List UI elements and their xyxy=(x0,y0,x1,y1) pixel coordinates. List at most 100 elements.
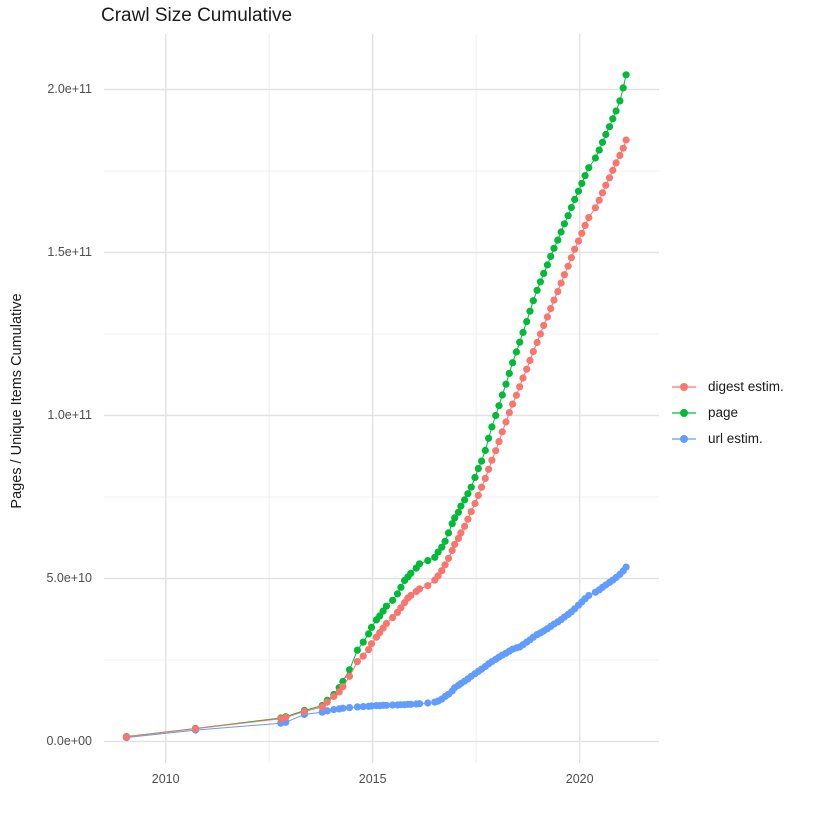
y-tick-label: 1.5e+11 xyxy=(47,244,92,259)
x-tick-label: 2015 xyxy=(358,772,387,786)
legend-item: digest estim. xyxy=(671,378,784,395)
data-point xyxy=(591,154,600,162)
legend-key-point xyxy=(680,434,688,443)
data-point xyxy=(540,321,548,330)
data-point xyxy=(359,703,367,711)
data-point xyxy=(448,546,456,555)
data-point xyxy=(609,166,617,174)
data-point xyxy=(353,646,361,654)
data-point xyxy=(407,591,415,600)
data-point xyxy=(397,604,405,612)
data-point xyxy=(581,172,589,180)
data-point xyxy=(461,496,469,504)
data-point xyxy=(533,286,541,294)
data-point xyxy=(461,522,469,530)
legend-key-icon xyxy=(672,408,696,417)
data-point xyxy=(616,97,624,105)
data-point xyxy=(612,159,620,167)
data-point xyxy=(393,590,402,598)
data-point xyxy=(550,296,558,304)
legend-label: digest estim. xyxy=(708,379,784,394)
series-line xyxy=(126,139,627,738)
legend-label: url estim. xyxy=(708,431,763,446)
data-point xyxy=(474,491,482,499)
legend-key-icon xyxy=(672,434,696,443)
y-axis-title: Pages / Unique Items Cumulative xyxy=(9,293,25,509)
data-point xyxy=(424,557,432,565)
data-point xyxy=(471,473,479,481)
data-point xyxy=(457,529,465,537)
data-point xyxy=(557,228,565,236)
legend-label: page xyxy=(708,405,739,420)
data-point xyxy=(481,446,489,454)
data-point xyxy=(567,203,576,212)
data-point xyxy=(481,474,489,482)
data-point xyxy=(602,130,610,139)
data-point xyxy=(595,146,603,154)
data-point xyxy=(609,115,617,123)
data-point xyxy=(578,179,586,187)
data-point xyxy=(389,614,397,622)
data-point xyxy=(367,623,376,632)
data-point xyxy=(467,508,475,516)
data-point xyxy=(353,703,361,711)
data-point xyxy=(438,543,446,551)
data-point xyxy=(441,537,449,545)
data-point xyxy=(345,672,354,680)
data-point xyxy=(567,254,576,262)
data-point xyxy=(492,411,500,420)
data-point xyxy=(502,418,510,426)
data-point xyxy=(585,591,593,600)
data-point xyxy=(619,144,627,152)
data-point xyxy=(585,214,593,222)
data-point xyxy=(622,136,630,144)
data-point xyxy=(557,279,565,287)
data-point xyxy=(434,548,442,556)
data-point xyxy=(540,269,548,277)
data-point xyxy=(598,138,607,146)
data-point xyxy=(359,652,367,660)
data-point xyxy=(345,704,354,712)
data-point xyxy=(488,456,496,464)
data-point xyxy=(554,236,562,244)
data-point xyxy=(478,483,486,491)
data-point xyxy=(502,380,510,388)
data-point xyxy=(485,465,493,473)
data-point xyxy=(389,596,397,604)
data-point xyxy=(508,400,517,408)
data-point xyxy=(523,365,531,373)
data-point xyxy=(330,706,338,714)
data-point xyxy=(547,252,555,260)
data-point xyxy=(595,196,603,204)
data-point xyxy=(508,359,517,367)
data-point xyxy=(488,423,496,431)
x-tick-label: 2010 xyxy=(151,772,180,786)
data-point xyxy=(564,262,572,270)
data-point xyxy=(335,688,343,696)
data-point xyxy=(602,181,610,189)
data-point xyxy=(598,189,607,197)
data-point xyxy=(605,174,614,182)
data-point xyxy=(547,305,555,313)
data-point xyxy=(323,707,331,715)
legend: digest estim. page url estim. xyxy=(671,378,784,447)
data-point xyxy=(451,514,459,522)
data-point xyxy=(282,713,290,722)
data-point xyxy=(454,508,462,516)
y-tick-label: 5.0e+10 xyxy=(46,570,92,585)
legend-key-point xyxy=(680,382,688,391)
data-point xyxy=(516,338,524,346)
data-point xyxy=(318,703,326,711)
data-point xyxy=(367,640,376,648)
data-point xyxy=(415,585,424,593)
data-point xyxy=(543,261,552,269)
data-point xyxy=(415,700,424,708)
gridlines-minor xyxy=(104,34,659,763)
data-point xyxy=(533,338,541,347)
data-point xyxy=(560,271,569,279)
legend-key-point xyxy=(680,408,688,417)
data-point xyxy=(519,374,527,382)
data-point xyxy=(529,348,537,356)
data-point xyxy=(495,438,503,446)
data-point xyxy=(498,428,506,436)
